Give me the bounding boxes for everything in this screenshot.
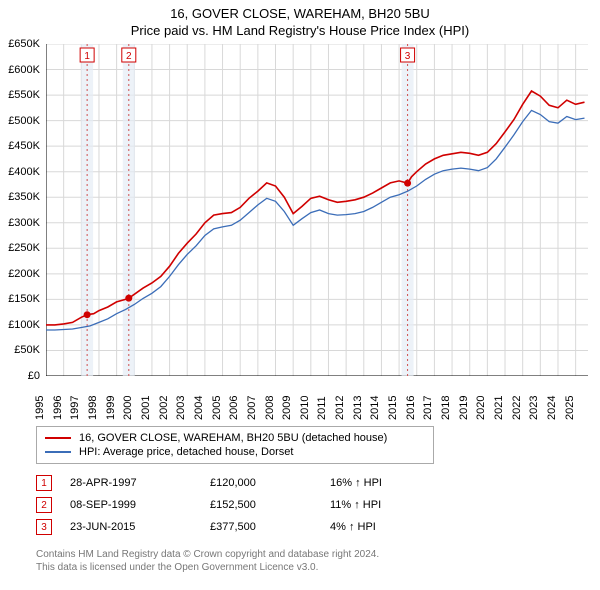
x-tick-label: 2013: [352, 396, 364, 420]
transaction-row: 2 08-SEP-1999£152,50011% ↑ HPI: [36, 494, 600, 516]
x-tick-label: 2018: [440, 396, 452, 420]
y-tick-label: £0: [28, 370, 40, 382]
transaction-date: 23-JUN-2015: [70, 521, 210, 533]
x-tick-label: 2000: [122, 396, 134, 420]
transaction-date: 08-SEP-1999: [70, 499, 210, 511]
svg-text:3: 3: [405, 51, 411, 62]
legend-item: HPI: Average price, detached house, Dors…: [45, 445, 425, 459]
title-sub: Price paid vs. HM Land Registry's House …: [0, 23, 600, 38]
svg-text:2: 2: [126, 51, 132, 62]
legend-label: HPI: Average price, detached house, Dors…: [79, 446, 293, 458]
footer-line1: Contains HM Land Registry data © Crown c…: [36, 548, 600, 561]
transactions-table: 1 28-APR-1997£120,00016% ↑ HPI 2 08-SEP-199…: [36, 472, 600, 538]
x-tick-label: 2022: [511, 396, 523, 420]
plot-area: 1 2 3: [46, 44, 588, 376]
y-tick-label: £250K: [8, 242, 40, 254]
x-tick-label: 1996: [52, 396, 64, 420]
y-axis-labels: £0 £50K £100K £150K £200K £250K £300K £350K £400…: [0, 40, 44, 420]
legend-swatch: [45, 437, 71, 439]
title-block: 16, GOVER CLOSE, WAREHAM, BH20 5BU Price…: [0, 0, 600, 40]
svg-text:1: 1: [84, 51, 90, 62]
x-tick-label: 2020: [475, 396, 487, 420]
x-axis-labels: 1995199619971998199920002001200220032004…: [46, 378, 588, 420]
y-tick-label: £150K: [8, 293, 40, 305]
x-tick-label: 2005: [211, 396, 223, 420]
legend-box: 16, GOVER CLOSE, WAREHAM, BH20 5BU (deta…: [36, 426, 434, 464]
x-tick-label: 2003: [175, 396, 187, 420]
x-tick-label: 2017: [422, 396, 434, 420]
chart-area: £0 £50K £100K £150K £200K £250K £300K £350K £400…: [0, 40, 600, 420]
chart-container: 16, GOVER CLOSE, WAREHAM, BH20 5BU Price…: [0, 0, 600, 582]
plot-svg: 1 2 3: [46, 44, 588, 376]
transaction-diff: 11% ↑ HPI: [330, 499, 381, 511]
y-tick-label: £50K: [14, 344, 40, 356]
x-tick-label: 2002: [158, 396, 170, 420]
transaction-marker: 3: [36, 519, 52, 535]
x-tick-label: 2011: [316, 396, 328, 420]
transaction-diff: 16% ↑ HPI: [330, 477, 382, 489]
transaction-diff: 4% ↑ HPI: [330, 521, 376, 533]
transaction-row: 1 28-APR-1997£120,00016% ↑ HPI: [36, 472, 600, 494]
legend-swatch: [45, 451, 71, 453]
x-tick-label: 1997: [69, 396, 81, 420]
y-tick-label: £550K: [8, 89, 40, 101]
footer-block: Contains HM Land Registry data © Crown c…: [36, 548, 600, 582]
legend-item: 16, GOVER CLOSE, WAREHAM, BH20 5BU (deta…: [45, 431, 425, 445]
y-tick-label: £600K: [8, 64, 40, 76]
x-tick-label: 2001: [140, 396, 152, 420]
x-tick-label: 2012: [334, 396, 346, 420]
y-tick-label: £300K: [8, 217, 40, 229]
transaction-price: £120,000: [210, 477, 330, 489]
x-tick-label: 2024: [546, 396, 558, 420]
x-tick-label: 1995: [34, 396, 46, 420]
transaction-marker: 1: [36, 475, 52, 491]
y-tick-label: £350K: [8, 191, 40, 203]
y-tick-label: £400K: [8, 166, 40, 178]
x-tick-label: 2007: [246, 396, 258, 420]
x-tick-label: 1998: [87, 396, 99, 420]
x-tick-label: 2010: [299, 396, 311, 420]
title-main: 16, GOVER CLOSE, WAREHAM, BH20 5BU: [0, 6, 600, 21]
transaction-price: £152,500: [210, 499, 330, 511]
x-tick-label: 2008: [264, 396, 276, 420]
x-tick-label: 2016: [405, 396, 417, 420]
x-tick-label: 2025: [564, 396, 576, 420]
y-tick-label: £200K: [8, 268, 40, 280]
legend-label: 16, GOVER CLOSE, WAREHAM, BH20 5BU (deta…: [79, 432, 387, 444]
x-tick-label: 2004: [193, 396, 205, 420]
y-tick-label: £100K: [8, 319, 40, 331]
footer-line2: This data is licensed under the Open Gov…: [36, 561, 600, 574]
y-tick-label: £500K: [8, 115, 40, 127]
x-tick-label: 2023: [528, 396, 540, 420]
transaction-row: 3 23-JUN-2015£377,5004% ↑ HPI: [36, 516, 600, 538]
transaction-marker: 2: [36, 497, 52, 513]
x-tick-label: 2015: [387, 396, 399, 420]
x-tick-label: 2006: [228, 396, 240, 420]
x-tick-label: 2014: [369, 396, 381, 420]
y-tick-label: £450K: [8, 140, 40, 152]
y-tick-label: £650K: [8, 38, 40, 50]
x-tick-label: 2019: [458, 396, 470, 420]
x-tick-label: 2021: [493, 396, 505, 420]
transaction-price: £377,500: [210, 521, 330, 533]
transaction-date: 28-APR-1997: [70, 477, 210, 489]
x-tick-label: 2009: [281, 396, 293, 420]
x-tick-label: 1999: [105, 396, 117, 420]
